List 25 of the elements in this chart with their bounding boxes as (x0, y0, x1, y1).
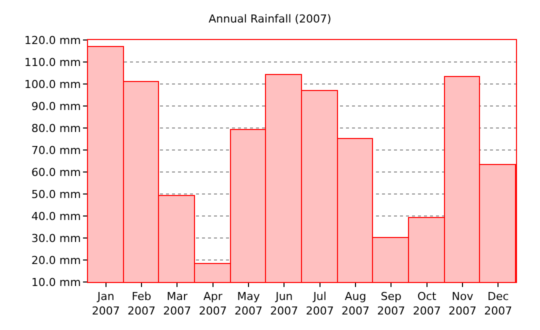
y-tick-label: 30.0 mm (31, 232, 81, 245)
x-tick-label: Feb 2007 (128, 290, 156, 318)
x-tick-label: Dec 2007 (484, 290, 512, 318)
x-tick-label: Sep 2007 (377, 290, 406, 318)
y-tick-label: 50.0 mm (31, 188, 81, 201)
x-tick-label: Jan 2007 (92, 290, 120, 318)
y-tick-label: 80.0 mm (31, 122, 81, 135)
y-tick-label: 110.0 mm (24, 56, 81, 69)
y-tick-label: 120.0 mm (24, 34, 81, 47)
x-tick-label: Oct 2007 (412, 290, 441, 318)
y-tick-label: 20.0 mm (31, 254, 81, 267)
y-tick-label: 10.0 mm (31, 276, 81, 289)
x-tick-label: Aug 2007 (342, 290, 370, 318)
x-tick-label: May 2007 (234, 290, 262, 318)
y-tick-label: 70.0 mm (31, 144, 81, 157)
y-tick-label: 100.0 mm (24, 78, 81, 91)
y-tick-label: 60.0 mm (31, 166, 81, 179)
chart-title: Annual Rainfall (2007) (208, 12, 332, 26)
x-tick-label: Mar 2007 (163, 290, 192, 318)
x-tick-label: Jul 2007 (306, 290, 334, 318)
x-tick-label: Nov 2007 (448, 290, 476, 318)
x-tick-label: Apr 2007 (198, 290, 227, 318)
y-tick-label: 90.0 mm (31, 100, 81, 113)
y-tick-label: 40.0 mm (31, 210, 81, 223)
x-tick-label: Jun 2007 (270, 290, 298, 318)
